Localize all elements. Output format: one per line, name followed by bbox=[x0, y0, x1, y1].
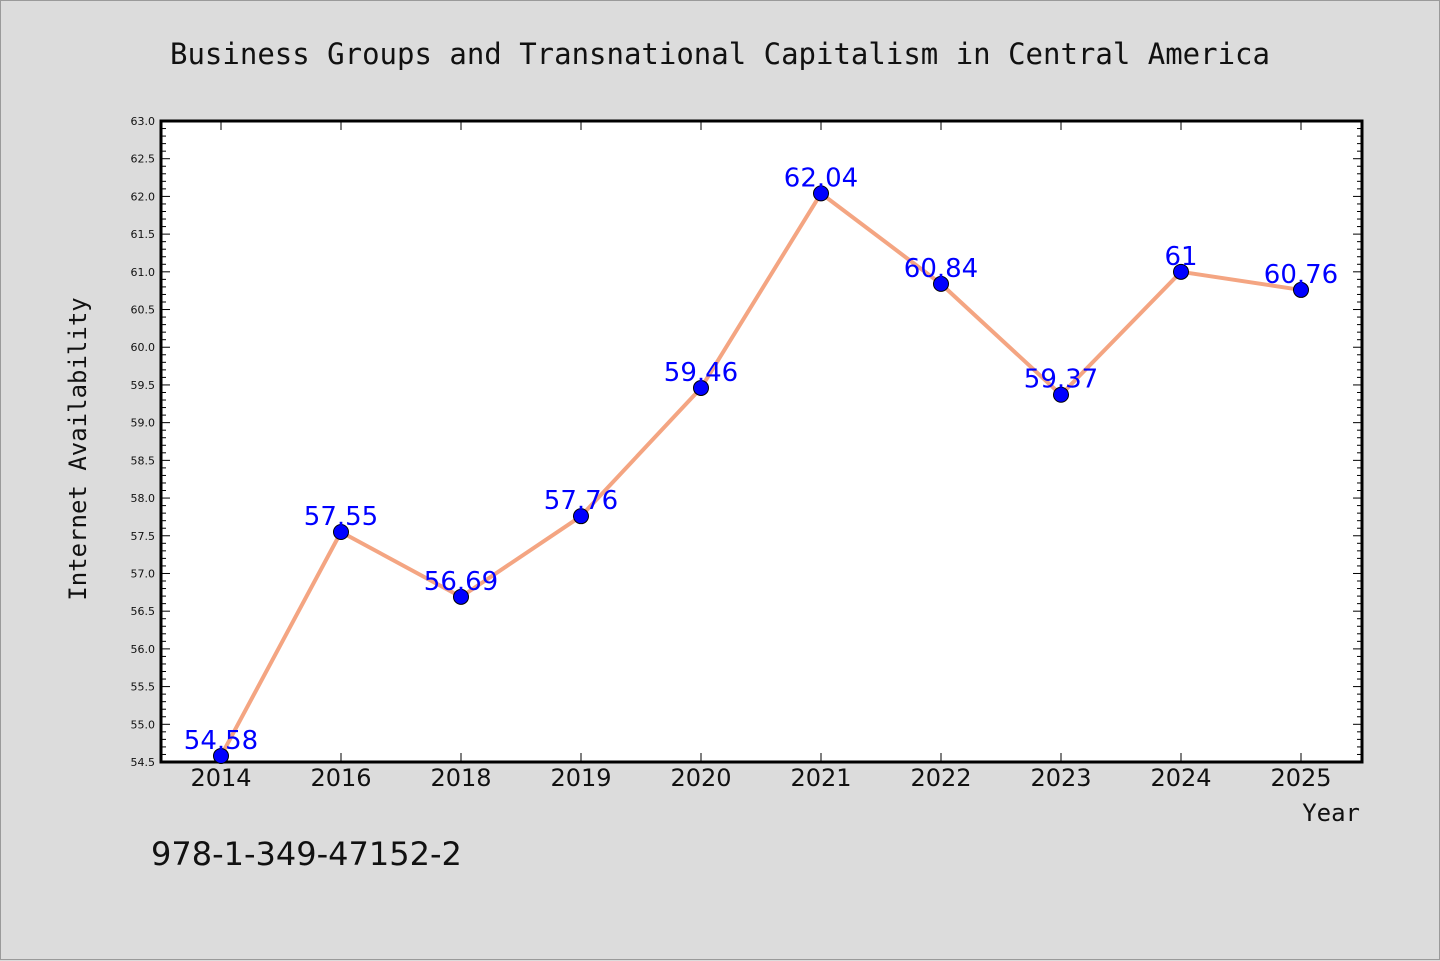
x-tick-label: 2025 bbox=[1270, 764, 1331, 792]
y-tick-label: 62.5 bbox=[131, 153, 156, 166]
series-layer: 54.58 57.55 56.69 57.76 59.46 62.04 60.84 59.37… bbox=[184, 163, 1338, 764]
data-label: 60.76 bbox=[1264, 260, 1338, 290]
data-label: 60.84 bbox=[904, 254, 978, 284]
y-tick-label: 59.0 bbox=[131, 417, 156, 430]
data-point bbox=[1173, 263, 1189, 280]
y-tick-label: 59.5 bbox=[131, 379, 156, 392]
data-point bbox=[813, 185, 829, 202]
y-tick-label: 56.0 bbox=[131, 643, 156, 656]
y-tick-label: 61.5 bbox=[131, 228, 156, 241]
data-label: 57.76 bbox=[544, 486, 618, 516]
data-label: 59.46 bbox=[664, 358, 738, 388]
y-tick-label: 60.5 bbox=[131, 304, 156, 317]
y-tick-label: 55.5 bbox=[131, 681, 156, 694]
data-label: 59.37 bbox=[1024, 365, 1098, 395]
data-label: 57.55 bbox=[304, 502, 378, 532]
x-tick-label: 2023 bbox=[1030, 764, 1091, 792]
x-axis-ticks: 2014 2016 2018 2019 2020 2021 2022 2023 2024 2025 bbox=[190, 121, 1332, 792]
y-tick-label: 57.0 bbox=[131, 567, 156, 580]
x-tick-label: 2014 bbox=[190, 764, 251, 792]
y-tick-label: 58.5 bbox=[131, 454, 156, 467]
y-tick-label: 60.0 bbox=[131, 341, 156, 354]
data-point bbox=[333, 523, 349, 540]
data-label: 56.69 bbox=[424, 567, 498, 597]
x-tick-label: 2024 bbox=[1150, 764, 1211, 792]
isbn-text: 978-1-349-47152-2 bbox=[151, 835, 462, 873]
y-tick-label: 63.0 bbox=[131, 115, 156, 128]
x-tick-label: 2018 bbox=[430, 764, 491, 792]
x-tick-label: 2021 bbox=[790, 764, 851, 792]
y-tick-label: 62.0 bbox=[131, 190, 156, 203]
y-axis-label: Internet Availability bbox=[64, 297, 92, 600]
data-point bbox=[693, 379, 709, 396]
data-point bbox=[1053, 386, 1069, 403]
data-point bbox=[453, 588, 469, 605]
data-point bbox=[1293, 281, 1309, 298]
x-tick-label: 2016 bbox=[310, 764, 371, 792]
x-tick-label: 2020 bbox=[670, 764, 731, 792]
series-line bbox=[219, 191, 1303, 758]
y-tick-label: 57.5 bbox=[131, 530, 156, 543]
x-tick-label: 2019 bbox=[550, 764, 611, 792]
data-label: 61 bbox=[1164, 242, 1197, 272]
data-label: 54.58 bbox=[184, 726, 258, 756]
y-tick-label: 55.0 bbox=[131, 718, 156, 731]
data-point bbox=[573, 508, 589, 525]
plot-area bbox=[159, 119, 1364, 764]
y-tick-label: 54.5 bbox=[131, 756, 156, 769]
x-axis-label: Year bbox=[1302, 799, 1360, 827]
y-axis-ticks: 54.5 55.0 55.5 56.0 56.5 57.0 57.5 58.0 58.5 59.0… bbox=[131, 115, 1362, 769]
x-tick-label: 2022 bbox=[910, 764, 971, 792]
chart-title: Business Groups and Transnational Capita… bbox=[170, 37, 1270, 71]
y-tick-label: 61.0 bbox=[131, 266, 156, 279]
data-label: 62.04 bbox=[784, 163, 858, 193]
y-tick-label: 56.5 bbox=[131, 605, 156, 618]
data-point bbox=[933, 275, 949, 292]
y-tick-label: 58.0 bbox=[131, 492, 156, 505]
data-point bbox=[213, 747, 229, 764]
